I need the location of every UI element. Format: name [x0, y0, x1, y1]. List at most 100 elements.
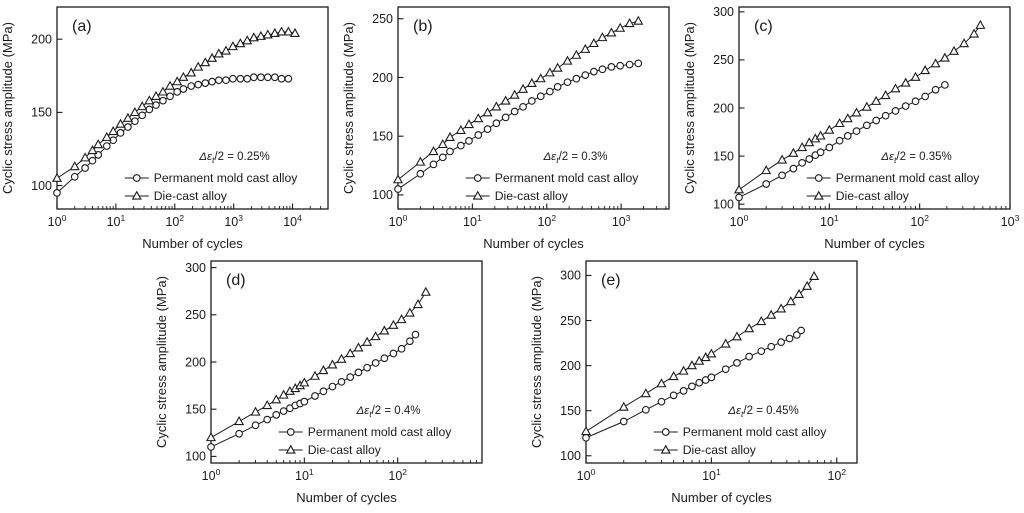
circle-marker [70, 172, 79, 181]
triangle-marker [353, 342, 364, 352]
triangle-marker [562, 55, 573, 65]
circle-marker [272, 411, 281, 419]
triangle-marker [362, 336, 373, 346]
circle-marker [940, 81, 949, 89]
circle-marker [777, 338, 785, 347]
triangle-marker [920, 65, 931, 75]
circle-marker [53, 189, 61, 197]
y-axis-title: Cyclic stress amplitude (MPa) [154, 276, 169, 448]
triangle-marker [178, 71, 189, 81]
circle-marker [616, 61, 625, 70]
circle-marker [438, 153, 447, 162]
triangle-marker [959, 38, 970, 48]
triangle-marker [87, 145, 98, 155]
triangle-marker [580, 426, 592, 436]
x-tick-label: 100 [48, 213, 67, 229]
x-axis-title: Number of cycles [142, 236, 243, 251]
triangle-marker [172, 76, 183, 86]
triangle-marker [526, 77, 537, 87]
circle-marker [492, 119, 501, 128]
y-tick-label: 200 [31, 33, 52, 47]
triangle-marker [660, 444, 671, 454]
circle-marker [394, 185, 402, 193]
circle-marker [510, 107, 519, 116]
strain-annotation: Δεt/2 = 0.3% [542, 151, 607, 165]
circle-marker [311, 392, 319, 400]
circle-marker [371, 359, 380, 367]
triangle-marker [633, 15, 644, 25]
circle-marker [132, 174, 141, 182]
circle-marker [661, 428, 670, 436]
triangle-marker [535, 73, 546, 83]
circle-marker [641, 405, 650, 414]
series-circle [53, 73, 293, 197]
circle-marker [679, 387, 688, 395]
x-tick-label: 100 [577, 467, 596, 483]
triangle-marker [164, 80, 176, 90]
plot-frame [210, 260, 483, 464]
triangle-marker [108, 125, 119, 136]
triangle-marker [815, 130, 826, 140]
y-tick-label: 300 [713, 5, 734, 19]
y-tick-label: 200 [372, 71, 393, 85]
circle-marker [397, 344, 406, 353]
circle-marker [881, 111, 890, 120]
triangle-marker [404, 307, 415, 317]
y-tick-label: 250 [372, 12, 393, 26]
circle-marker [235, 429, 243, 438]
triangle-marker [420, 286, 431, 296]
triangle-marker [744, 323, 755, 333]
circle-marker [872, 116, 881, 125]
circle-marker [214, 76, 223, 85]
x-tick-label: 101 [295, 467, 314, 483]
y-tick-label: 100 [560, 449, 581, 463]
triangle-marker [309, 370, 321, 380]
legend-item: Die-cast alloy [278, 443, 382, 457]
legend-label: Permanent mold cast alloy [683, 425, 828, 439]
triangle-marker [144, 95, 155, 105]
legend-label: Die-cast alloy [495, 189, 569, 203]
legend-item: Permanent mold cast alloy [653, 425, 828, 439]
triangle-marker [235, 38, 246, 48]
circle-marker [733, 359, 741, 367]
circle-marker [179, 85, 188, 93]
circle-marker [166, 92, 174, 101]
triangle-marker [93, 139, 104, 149]
circle-marker [300, 397, 309, 406]
x-tick-label: 100 [730, 213, 749, 229]
x-tick-label: 103 [1001, 213, 1020, 229]
axes: 100 101 102 100 150 200 250 300 [560, 269, 846, 483]
triangle-marker [262, 399, 273, 410]
circle-marker [380, 354, 389, 363]
circle-marker [251, 421, 260, 430]
triangle-marker [248, 32, 259, 42]
legend-item: Permanent mold cast alloy [124, 171, 298, 185]
panel-label: (d) [226, 272, 246, 289]
circle-marker [279, 407, 288, 415]
y-tick-label: 250 [185, 308, 206, 322]
circle-marker [473, 174, 482, 182]
triangle-marker [388, 319, 399, 329]
y-axis-title: Cyclic stress amplitude (MPa) [529, 276, 544, 448]
x-axis-title: Number of cycles [296, 490, 397, 505]
circle-marker [789, 164, 798, 173]
circle-marker [757, 347, 766, 356]
subplot-b: 100 101 102 103 100 150 200 250 Number of cycles… [341, 0, 682, 254]
series-circle [582, 326, 806, 442]
triangle-marker [842, 113, 853, 123]
legend-item: Permanent mold cast alloy [806, 171, 980, 185]
circle-marker [745, 352, 753, 361]
triangle-marker [509, 89, 520, 99]
triangle-marker [618, 401, 629, 411]
x-axis-title: Number of cycles [483, 236, 584, 251]
y-tick-label: 100 [185, 450, 206, 464]
triangle-marker [824, 124, 835, 134]
circle-marker [138, 111, 147, 120]
triangle-marker [129, 106, 140, 117]
circle-marker [483, 125, 492, 133]
circle-marker [116, 129, 125, 137]
circle-marker [519, 102, 527, 111]
triangle-marker [234, 416, 245, 426]
y-axis-title: Cyclic stress amplitude (MPa) [0, 22, 15, 194]
triangle-marker [756, 315, 767, 326]
